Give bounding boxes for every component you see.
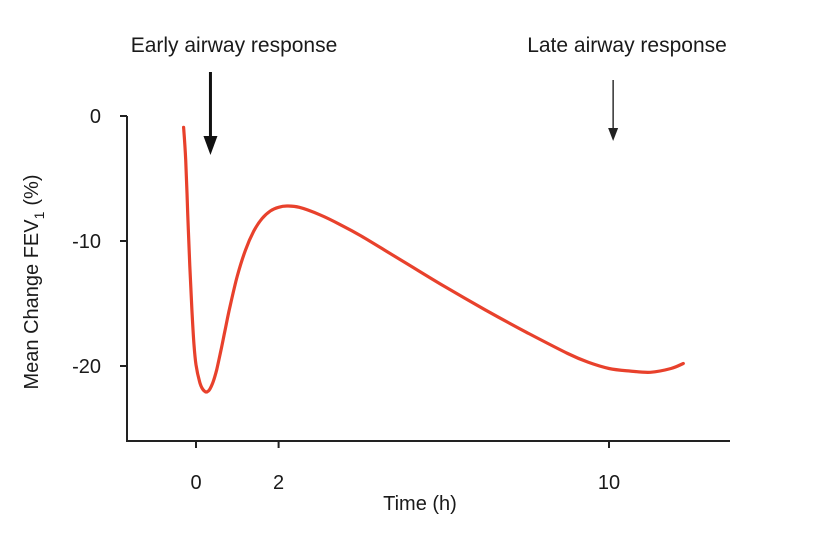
annotation-late-arrow	[608, 80, 619, 141]
series-layer	[182, 125, 685, 394]
x-tick-label: 10	[598, 472, 620, 494]
y-tick-label: -10	[72, 231, 101, 253]
x-tick-label: 2	[273, 472, 284, 494]
x-tick-label: 0	[190, 472, 201, 494]
series-line	[182, 125, 685, 394]
annotation-early-arrow	[203, 72, 218, 155]
annotation-late-label: Late airway response	[527, 34, 727, 57]
y-axis-label-main: Mean Change FEV	[21, 219, 43, 390]
y-axis-label-suffix: (%)	[21, 174, 43, 205]
y-tick-label: 0	[90, 106, 101, 128]
x-axis-label: Time (h)	[383, 493, 457, 515]
y-axis-label-subscript: 1	[31, 211, 47, 219]
y-axis-label: Mean Change FEV1 (%)	[21, 174, 47, 389]
y-tick-label: -20	[72, 356, 101, 378]
axes-frame	[126, 116, 730, 442]
y-axis: 0 -10 -20	[72, 106, 127, 378]
x-axis: 0 2 10	[190, 441, 620, 494]
annotation-early-label: Early airway response	[131, 34, 338, 57]
